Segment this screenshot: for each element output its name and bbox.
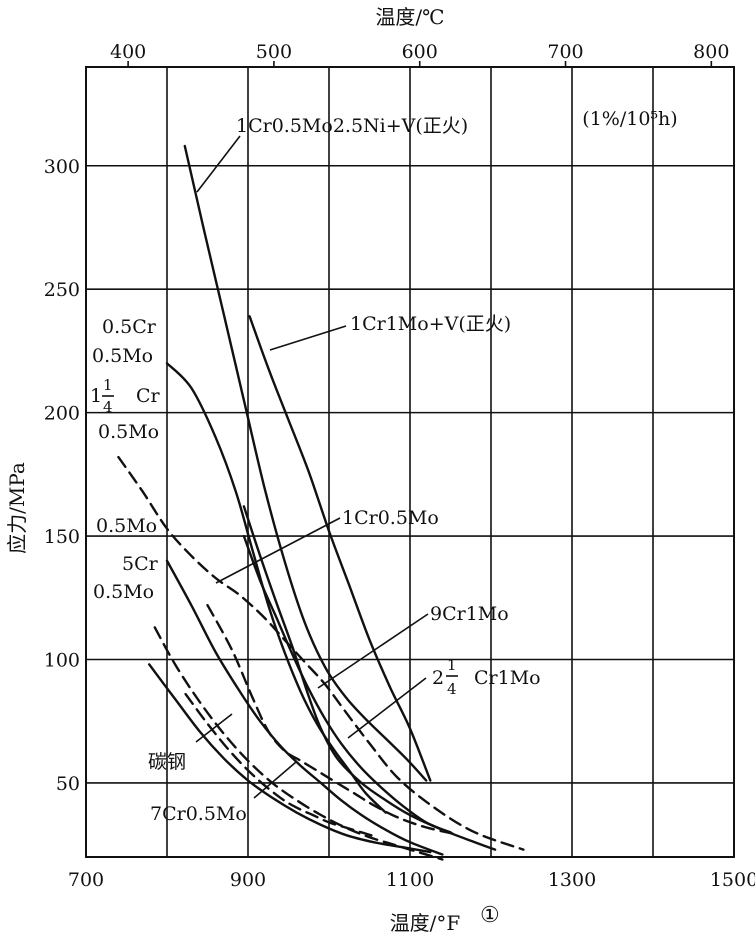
tick-labels: 700 900 1100 1300 1500 50 100 150 200 250 300 400 50… xyxy=(44,41,755,891)
top-tick-label: 800 xyxy=(693,41,729,63)
y-tick-label: 50 xyxy=(56,773,80,795)
label-1cr1mov: 1Cr1Mo+V(正火) xyxy=(350,313,511,335)
top-tick-label: 600 xyxy=(402,41,438,63)
label-125cr-denominator: 4 xyxy=(103,398,113,416)
series-line-9 xyxy=(242,505,497,851)
label-125cr-line1: Cr xyxy=(136,385,161,407)
series-line-7 xyxy=(242,534,452,834)
y-axis-title: 应力/MPa xyxy=(5,462,29,554)
label-05mo: 0.5Mo xyxy=(96,515,157,537)
x-tick-label: 1100 xyxy=(386,869,434,891)
series-line-3 xyxy=(165,362,387,814)
x-axis-title: 温度/°F xyxy=(390,911,461,935)
series-line-1 xyxy=(183,144,428,782)
plot-frame xyxy=(85,66,735,858)
leader-1cr05mo25niv xyxy=(196,135,241,193)
label-7cr05mo: 7Cr0.5Mo xyxy=(150,803,247,825)
leader-carbon-steel xyxy=(195,713,233,743)
y-tick-label: 250 xyxy=(44,279,80,301)
y-tick-label: 200 xyxy=(44,403,80,425)
y-tick-label: 100 xyxy=(44,650,80,672)
top-tick-label: 500 xyxy=(256,41,292,63)
leader-7cr05mo xyxy=(253,761,297,799)
leader-225cr1mo xyxy=(347,677,427,739)
leader-9cr1mo xyxy=(317,613,429,689)
leader-1cr1mov xyxy=(269,325,347,351)
series-line-10 xyxy=(148,663,432,854)
label-225cr1mo-denominator: 4 xyxy=(447,680,457,698)
top-tick-label: 400 xyxy=(110,41,146,63)
label-125cr-line2: 0.5Mo xyxy=(98,421,159,443)
label-5cr-line1: 5Cr xyxy=(122,553,159,575)
label-225cr1mo-whole: 2 xyxy=(432,667,444,689)
label-1cr05mo: 1Cr0.5Mo xyxy=(342,507,439,529)
label-125cr-whole: 1 xyxy=(90,385,102,407)
top-axis-title: 温度/℃ xyxy=(375,5,444,29)
y-tick-label: 300 xyxy=(44,156,80,178)
series-line-4 xyxy=(117,455,525,851)
leader-1cr05mo xyxy=(215,517,341,584)
x-tick-label: 1300 xyxy=(548,869,596,891)
series-line-2 xyxy=(248,315,432,782)
label-05cr-line2: 0.5Mo xyxy=(92,345,153,367)
top-tick-label: 700 xyxy=(547,41,583,63)
curve-labels: 1Cr0.5Mo2.5Ni+V(正火) 1Cr1Mo+V(正火) 0.5Cr 0… xyxy=(90,115,541,825)
x-tick-label: 1500 xyxy=(710,869,755,891)
leader-lines xyxy=(195,135,429,799)
x-axis-title-mark: ① xyxy=(480,903,500,928)
label-125cr-numerator: 1 xyxy=(103,376,113,394)
y-tick-label: 150 xyxy=(44,526,80,548)
label-9cr1mo: 9Cr1Mo xyxy=(430,603,509,625)
curves xyxy=(117,144,525,861)
series-line-5 xyxy=(165,559,444,856)
series-line-11 xyxy=(184,692,379,839)
series-line-8 xyxy=(206,604,460,836)
grid-layer xyxy=(86,61,734,857)
x-tick-label: 900 xyxy=(230,869,266,891)
label-225cr1mo-numerator: 1 xyxy=(447,656,457,674)
condition-annotation: (1%/10⁵h) xyxy=(582,108,677,130)
x-tick-label: 700 xyxy=(68,869,104,891)
label-05cr-line1: 0.5Cr xyxy=(102,316,157,338)
label-1cr05mo25niv: 1Cr0.5Mo2.5Ni+V(正火) xyxy=(236,115,468,137)
label-225cr1mo: Cr1Mo xyxy=(474,667,541,689)
label-5cr-line2: 0.5Mo xyxy=(93,581,154,603)
label-carbon-steel: 碳钢 xyxy=(148,751,186,773)
